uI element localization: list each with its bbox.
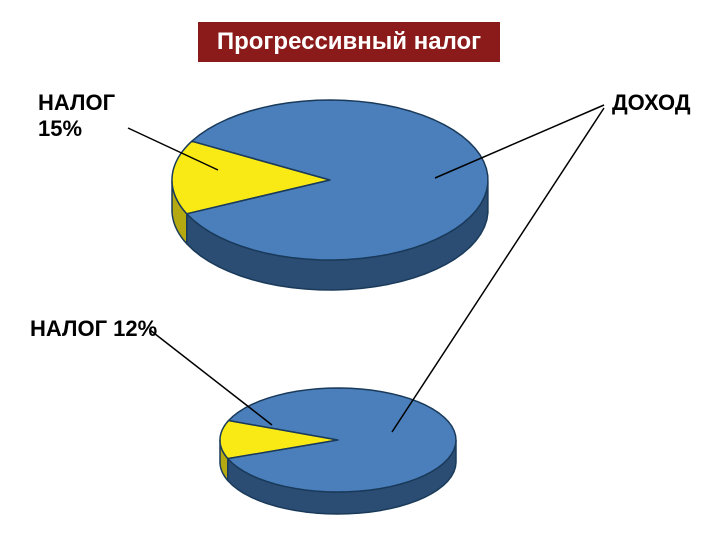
pie-chart-small: [210, 378, 466, 524]
title-text: Прогрессивный налог: [217, 28, 481, 55]
label-tax-12-text: НАЛОГ 12%: [30, 316, 157, 341]
pie-chart-large: [162, 90, 498, 300]
title-bar: Прогрессивный налог: [198, 22, 500, 62]
label-tax-12: НАЛОГ 12%: [30, 316, 157, 342]
label-tax-15: НАЛОГ 15%: [38, 90, 115, 142]
label-income: ДОХОД: [612, 90, 691, 116]
label-income-text: ДОХОД: [612, 90, 691, 115]
label-tax-15-text: НАЛОГ 15%: [38, 90, 115, 141]
